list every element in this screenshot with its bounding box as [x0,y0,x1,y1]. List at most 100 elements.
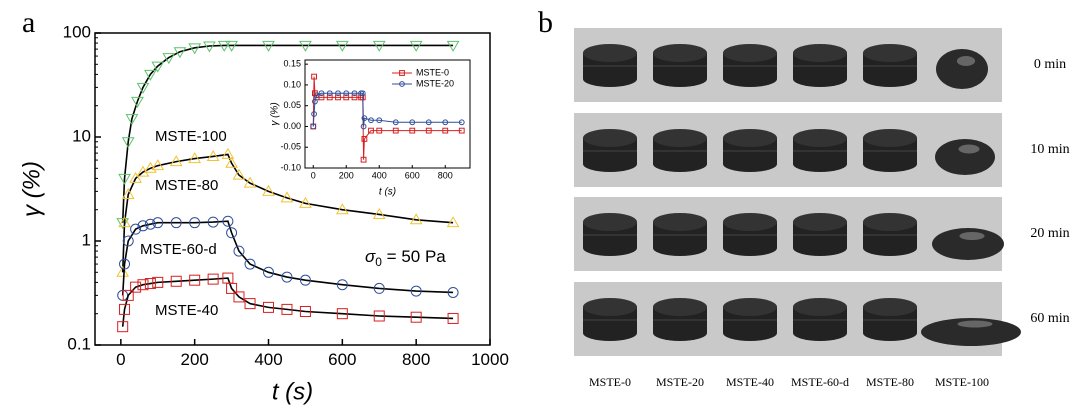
data-point [121,187,135,199]
melted-sample [932,228,1004,260]
data-point [225,40,238,52]
y-tick-label: 0.05 [283,100,301,110]
data-point [446,40,460,52]
data-point [458,119,465,126]
data-point [121,137,135,149]
puck-bottom [723,325,777,341]
melted-sample [935,139,995,175]
annotation-rest: = 50 Pa [382,247,446,266]
data-point [326,90,333,97]
data-point [410,311,422,323]
data-point [425,127,432,134]
data-point [151,61,165,73]
data-point [343,94,350,101]
x-axis-label: t (s) [379,187,396,198]
x-tick-label: 200 [339,170,354,180]
curve-label: MSTE-40 [155,302,218,319]
data-point [207,273,219,285]
x-tick-label: 200 [180,350,208,369]
puck-bottom [793,325,847,341]
data-point [152,276,164,288]
annotation-sub: 0 [375,255,382,269]
y-axis-label: γ (%) [18,161,45,217]
puck-bottom [863,156,917,172]
sample-highlight [956,56,976,66]
data-point [343,90,350,97]
data-point [359,90,366,97]
puck-bottom [863,240,917,256]
puck-bottom [653,156,707,172]
data-point [162,53,176,65]
data-point [299,40,312,52]
data-point [372,40,386,52]
data-point [376,127,383,134]
data-point [136,82,150,94]
puck-top [723,44,777,62]
puck-bottom [583,325,637,341]
data-point [310,123,317,130]
data-point [173,47,187,59]
puck-bottom [723,156,777,172]
data-point [361,115,368,122]
data-point [207,216,219,228]
x-tick-label: 400 [372,170,387,180]
data-point [116,218,130,230]
data-point [116,265,130,277]
puck-bottom [653,71,707,87]
melted-sample [921,318,1021,346]
sample-highlight [959,232,985,240]
data-point [399,81,405,87]
data-point [311,111,317,117]
data-point [170,217,182,229]
sample-highlight [957,320,993,328]
data-point [222,215,234,227]
puck-top [723,213,777,231]
data-point [373,310,385,322]
data-point [262,184,275,196]
y-tick-label: 0.1 [67,334,91,353]
x-tick-label: 800 [402,350,430,369]
annotation: σ0 = 50 Pa [365,247,446,269]
data-point [232,168,246,180]
data-point [233,245,245,257]
column-label: MSTE-100 [935,375,989,389]
data-point [188,43,202,55]
data-point [335,90,341,97]
puck-top [583,213,637,231]
puck-top [653,129,707,147]
y-tick-label: 0.00 [283,121,301,131]
data-point [425,119,432,126]
puck-top [723,129,777,147]
plot-frame [304,59,471,169]
y-tick-label: 0.10 [283,79,301,89]
puck-top [863,129,917,147]
data-point [299,196,312,208]
puck-top [723,298,777,316]
data-point [358,90,365,97]
data-point [311,73,317,80]
data-point [336,279,348,291]
photo [574,113,1002,187]
data-point [409,40,423,52]
data-point [442,119,449,126]
data-point [280,191,294,203]
column-label: MSTE-40 [726,375,774,389]
data-point [392,119,399,126]
data-point [119,258,131,270]
puck-bottom [583,71,637,87]
panel-label: a [22,6,35,39]
puck-bottom [723,240,777,256]
data-point [244,298,256,310]
column-label: MSTE-60-d [791,375,849,389]
data-point [376,117,383,124]
data-point [360,123,367,130]
data-point [351,94,358,101]
y-axis-label: γ (%) [270,102,281,125]
data-point [151,159,165,171]
data-point [243,176,257,188]
data-point [447,286,459,298]
data-point [392,127,399,134]
y-tick-label: 10 [72,126,91,145]
data-point [372,207,386,219]
data-point [281,303,293,315]
